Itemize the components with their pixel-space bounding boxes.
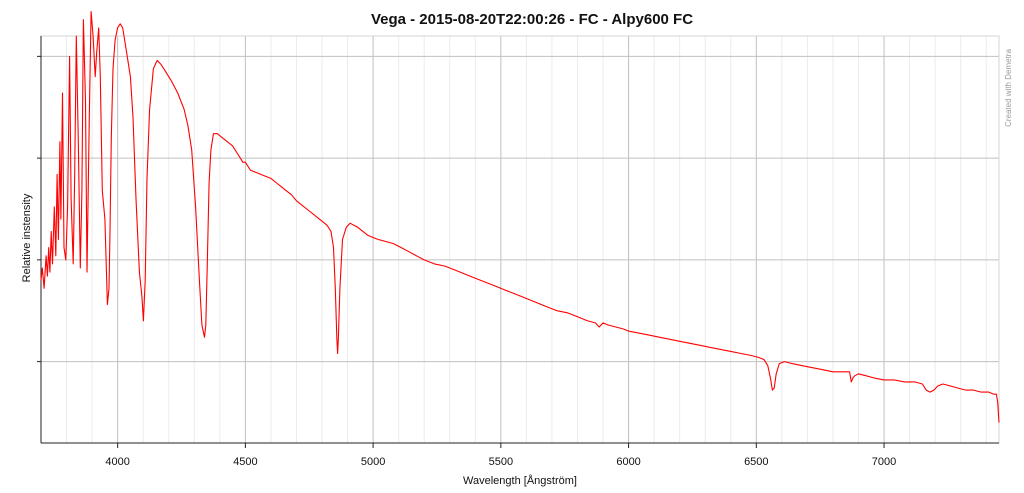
x-axis-label: Wavelength [Ångström]	[463, 474, 577, 487]
x-tick-label: 6000	[616, 456, 640, 468]
spectrum-line	[40, 11, 1000, 423]
x-tick-label: 5500	[489, 456, 513, 468]
chart-title: Vega - 2015-08-20T22:00:26 - FC - Alpy60…	[371, 11, 693, 28]
x-tick-label: 6500	[744, 456, 768, 468]
watermark-text: Created with Demetra	[1004, 49, 1013, 127]
x-tick-label: 4000	[105, 456, 129, 468]
series-layer	[40, 11, 1000, 423]
tick-label-layer: 4000 4500 5000 5500 6000 6500 7000	[37, 55, 896, 468]
x-tick-label: 7000	[872, 456, 896, 468]
y-axis-label: Relative instensity	[21, 193, 33, 282]
axis-layer	[40, 35, 1000, 444]
x-tick-label: 4500	[233, 456, 257, 468]
grid-layer	[40, 36, 999, 443]
x-tick-label: 5000	[361, 456, 385, 468]
plot-frame	[40, 35, 1000, 444]
